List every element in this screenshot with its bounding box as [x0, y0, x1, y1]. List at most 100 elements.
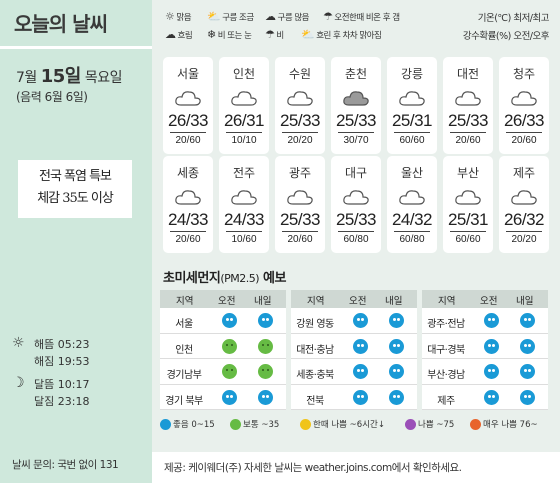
good-face-icon	[389, 364, 404, 379]
moonset-label: 달짐	[34, 395, 55, 408]
cloud-icon	[398, 188, 426, 210]
normal-face-icon	[222, 338, 237, 354]
header-today: 오전	[218, 296, 236, 307]
city-temp: 26/31	[223, 111, 265, 130]
sidebar	[0, 0, 152, 483]
pm-row: 광주·전남	[422, 308, 548, 334]
cloud-icon	[286, 188, 314, 210]
pm-region: 전북	[306, 395, 324, 407]
header-region: 지역	[438, 296, 456, 307]
good-face-icon	[258, 389, 273, 405]
clearing-icon: ⛅	[301, 28, 315, 41]
good-face-icon	[389, 389, 404, 405]
cloud-icon	[454, 89, 482, 111]
city-name: 대전	[456, 67, 480, 81]
pm-region: 서울	[175, 319, 193, 330]
city-name: 부산	[456, 166, 480, 180]
date-line: 7월 15일 목요일	[16, 62, 122, 88]
rain-unit: 강수확률(%) 오전/오후	[462, 31, 550, 42]
good-face-icon	[222, 389, 237, 405]
city-rain: 30/70	[343, 135, 369, 146]
city-temp: 25/33	[335, 111, 377, 130]
city-temp: 25/31	[447, 210, 489, 229]
city-rain: 20/60	[175, 135, 201, 146]
legend-item: ☂ 오전한때 비온 후 갬	[323, 10, 400, 23]
cloud-icon: ☁	[265, 10, 276, 23]
sun-rain-icon: ☂	[323, 10, 333, 23]
city-card: 광주 25/33 20/60	[275, 156, 325, 253]
good-face-icon	[520, 389, 535, 405]
day-label: 15일	[40, 66, 82, 87]
footer-source: 제공: 케이웨더(주) 자세한 날씨는 weather.joins.com에서 …	[152, 452, 560, 483]
divider	[506, 231, 542, 232]
briefly-bad-face-icon	[300, 419, 311, 430]
pm-region: 경기 북부	[165, 395, 203, 407]
divider	[170, 231, 206, 232]
pm-title-suffix: 예보	[263, 271, 286, 286]
city-name: 광주	[288, 166, 312, 180]
city-temp: 24/32	[391, 210, 433, 229]
pm-table-header: 지역 오전 내일	[291, 290, 417, 308]
good-face-icon	[160, 419, 171, 430]
normal-face-icon	[222, 364, 237, 379]
city-rain: 20/60	[287, 234, 313, 245]
moonset-time: 23:18	[57, 395, 90, 408]
divider	[226, 231, 262, 232]
pm-legend-normal: 보통 ~35	[230, 418, 279, 430]
cloud-icon	[286, 89, 314, 111]
header-today: 오전	[349, 296, 367, 307]
moonrise-label: 달뜸	[34, 378, 55, 391]
warning-line-1: 전국 폭염 특보	[38, 169, 112, 184]
cloud-sun-icon: ⛅	[207, 10, 221, 23]
month-label: 7월	[16, 70, 37, 86]
city-name: 청주	[512, 67, 536, 81]
city-rain: 60/60	[455, 234, 481, 245]
cloud-icon	[454, 188, 482, 210]
city-rain: 10/60	[231, 234, 257, 245]
divider	[282, 231, 318, 232]
legend-item: ☁ 흐림	[165, 28, 193, 41]
city-name: 전주	[232, 166, 256, 180]
divider	[170, 132, 206, 133]
pm-table: 지역 오전 내일 광주·전남 대구·경북 부산·경남 제주	[422, 290, 548, 410]
city-temp: 25/31	[391, 111, 433, 130]
city-rain: 20/20	[287, 135, 313, 146]
good-face-icon	[353, 364, 368, 379]
pm-row: 부산·경남	[422, 359, 548, 385]
pm-row: 전북	[291, 385, 417, 410]
pm-region: 부산·경남	[427, 370, 465, 381]
good-face-icon	[520, 313, 535, 328]
city-name: 강릉	[400, 67, 424, 81]
pm-title: 초미세먼지(PM2.5) 예보	[163, 267, 286, 286]
city-temp: 25/33	[279, 210, 321, 229]
pm-region: 광주·전남	[427, 319, 465, 330]
city-temp: 26/33	[503, 111, 545, 130]
header-tomorrow: 내일	[254, 296, 272, 307]
divider	[226, 132, 262, 133]
header-region: 지역	[307, 296, 325, 307]
city-temp: 25/33	[447, 111, 489, 130]
moonrise-time: 10:17	[57, 378, 90, 391]
pm-region: 세종·충북	[296, 370, 334, 381]
sun-icon: ☼	[12, 335, 25, 351]
pm-table-header: 지역 오전 내일	[422, 290, 548, 308]
pm-legend-briefly-bad: 한때 나쁨 ~6시간↓	[300, 418, 385, 430]
header-tomorrow: 내일	[516, 296, 534, 307]
good-face-icon	[353, 389, 368, 405]
city-name: 인천	[232, 67, 256, 81]
pm-region: 인천	[175, 344, 193, 356]
city-card: 대전 25/33 20/60	[443, 57, 493, 154]
divider	[338, 231, 374, 232]
good-face-icon	[222, 313, 237, 328]
city-rain: 10/10	[231, 135, 257, 146]
pm-table: 지역 오전 내일 강원 영동 대전·충남 세종·충북 전북	[291, 290, 417, 410]
weather-inquiry: 날씨 문의: 국번 없이 131	[12, 459, 119, 471]
pm-row: 대구·경북	[422, 334, 548, 359]
city-rain: 60/80	[343, 234, 369, 245]
cloud-icon	[230, 89, 258, 111]
cloud-icon	[342, 188, 370, 210]
pm-legend-bad: 나쁨 ~75	[405, 418, 454, 430]
pm-legend-very-bad: 매우 나쁨 76~	[470, 418, 538, 430]
normal-face-icon	[258, 364, 273, 379]
very-bad-face-icon	[470, 419, 481, 430]
